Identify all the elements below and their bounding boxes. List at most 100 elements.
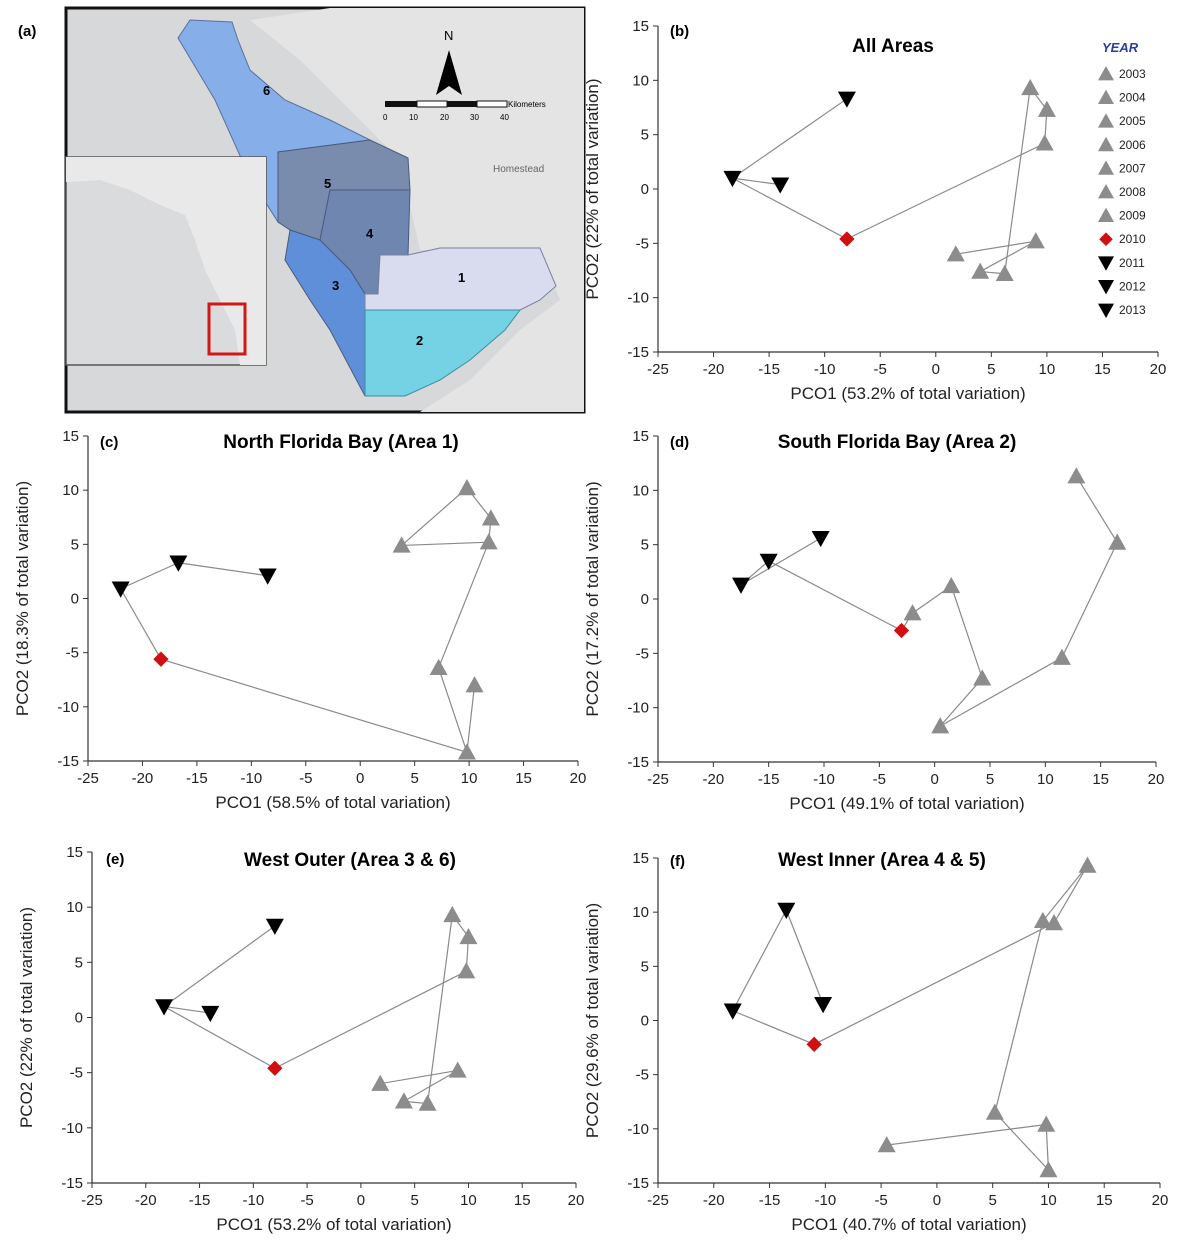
panel-label: (c) — [100, 434, 118, 451]
x-tick-label: -5 — [874, 361, 887, 378]
point-2013 — [265, 918, 284, 935]
point-2009 — [903, 604, 922, 621]
point-2009 — [371, 1074, 390, 1091]
trajectory-segment — [886, 1123, 1047, 1146]
point-2010 — [893, 622, 910, 639]
y-tick-label: 5 — [641, 127, 649, 144]
y-tick-label: 15 — [62, 428, 79, 445]
place-label-homestead: Homestead — [493, 164, 544, 175]
y-tick-label: 15 — [632, 18, 649, 35]
x-tick-label: 20 — [1152, 1192, 1169, 1209]
legend-marker-2013 — [1098, 303, 1114, 318]
trajectory-segment — [120, 562, 179, 590]
y-tick-label: -5 — [70, 1065, 83, 1082]
point-2004 — [1108, 533, 1127, 550]
legend: YEAR 2003 2004 2005 2006 2007 2008 2009 2010 201… — [1098, 40, 1146, 318]
y-tick-label: -5 — [636, 1067, 649, 1084]
x-tick-label: 15 — [514, 1192, 531, 1209]
legend-marker-2009 — [1098, 207, 1114, 222]
x-tick-label: 0 — [357, 1192, 365, 1209]
x-tick-label: 5 — [986, 771, 994, 788]
y-axis-label: PCO2 (22% of total variation) — [583, 78, 602, 299]
x-tick-label: -10 — [242, 1192, 264, 1209]
x-axis-label: PCO1 (40.7% of total variation) — [791, 1215, 1026, 1234]
x-tick-label: -10 — [813, 771, 835, 788]
chart-b: (b) All Areas -25 -20 -15 -10 -5 0 5 10 15 20 -15 -10… — [583, 18, 1166, 403]
point-2005 — [1035, 134, 1054, 151]
x-tick-label: 20 — [1148, 771, 1165, 788]
legend-label-2008: 2008 — [1119, 185, 1146, 199]
x-tick-label: -15 — [758, 361, 780, 378]
chart-c: (c) North Florida Bay (Area 1) -25 -20 -15 -1… — [13, 428, 586, 812]
x-tick-label: 0 — [356, 770, 364, 787]
legend-label-2009: 2009 — [1119, 209, 1146, 223]
chart-title: North Florida Bay (Area 1) — [223, 432, 458, 453]
point-2007 — [1037, 1115, 1056, 1132]
trajectory-segment — [1042, 865, 1088, 922]
point-2004 — [459, 927, 478, 945]
x-tick-label: -5 — [873, 771, 886, 788]
trajectory-segment — [955, 240, 1036, 255]
trajectory-segment — [732, 177, 781, 186]
x-tick-label: 20 — [570, 770, 587, 787]
point-2008 — [942, 576, 961, 594]
y-tick-label: -10 — [627, 290, 649, 307]
area-label-1: 1 — [458, 270, 465, 285]
y-tick-label: -15 — [61, 1175, 83, 1192]
point-2006 — [931, 717, 950, 734]
point-2005 — [457, 962, 476, 979]
point-2010 — [806, 1036, 822, 1052]
point-2013 — [814, 997, 833, 1014]
point-2003 — [457, 479, 476, 496]
x-axis-label: PCO1 (49.1% of total variation) — [789, 794, 1024, 813]
trajectory-segment — [846, 142, 1045, 240]
point-2010 — [267, 1060, 283, 1076]
x-tick-label: -15 — [189, 1192, 211, 1209]
legend-marker-2003 — [1098, 66, 1114, 81]
panel-label: (d) — [670, 434, 689, 451]
trajectory-segment — [732, 1010, 815, 1045]
y-tick-label: -5 — [636, 235, 649, 252]
trajectory-segment — [380, 1069, 458, 1085]
x-tick-label: -10 — [240, 770, 262, 787]
panel-label: (e) — [106, 851, 124, 868]
point-2008 — [1039, 1161, 1058, 1178]
legend-label-2004: 2004 — [1119, 91, 1146, 105]
trajectory-segment — [1061, 542, 1118, 658]
x-tick-label: 0 — [933, 1192, 941, 1209]
area-label-3: 3 — [332, 278, 339, 293]
point-2007 — [973, 669, 992, 686]
x-tick-label: -25 — [647, 1192, 669, 1209]
legend-label-2006: 2006 — [1119, 138, 1146, 152]
north-label: N — [444, 28, 453, 43]
chart-d: (d) South Florida Bay (Area 2) -25 -20 -15 -1… — [583, 428, 1164, 813]
y-tick-label: 15 — [632, 850, 649, 867]
point-2008 — [1026, 232, 1045, 249]
x-tick-label: 10 — [1037, 771, 1054, 788]
scale-unit: Kilometers — [508, 100, 546, 109]
legend-title: YEAR — [1102, 40, 1139, 55]
y-tick-label: 5 — [75, 954, 83, 971]
trajectory-segment — [438, 667, 468, 753]
y-tick-label: 0 — [71, 591, 79, 608]
point-2005 — [1045, 914, 1064, 931]
point-2005 — [1052, 648, 1071, 665]
point-2003 — [1021, 78, 1040, 96]
x-tick-label: 20 — [1150, 361, 1167, 378]
scale-tick-20: 20 — [440, 113, 449, 122]
point-2011 — [723, 1003, 742, 1020]
point-2012 — [201, 1005, 220, 1023]
y-axis-label: PCO2 (17.2% of total variation) — [583, 481, 602, 716]
point-2007 — [394, 1092, 413, 1109]
x-tick-label: 0 — [930, 771, 938, 788]
x-tick-label: -10 — [814, 1192, 836, 1209]
legend-marker-2012 — [1098, 280, 1114, 295]
legend-label-2012: 2012 — [1119, 279, 1146, 293]
x-tick-label: -15 — [759, 1192, 781, 1209]
x-tick-label: -15 — [758, 771, 780, 788]
point-2011 — [155, 999, 174, 1016]
trajectory-segment — [426, 914, 453, 1104]
area-label-6: 6 — [263, 83, 270, 98]
x-tick-label: 5 — [987, 361, 995, 378]
legend-marker-2007 — [1098, 160, 1114, 175]
